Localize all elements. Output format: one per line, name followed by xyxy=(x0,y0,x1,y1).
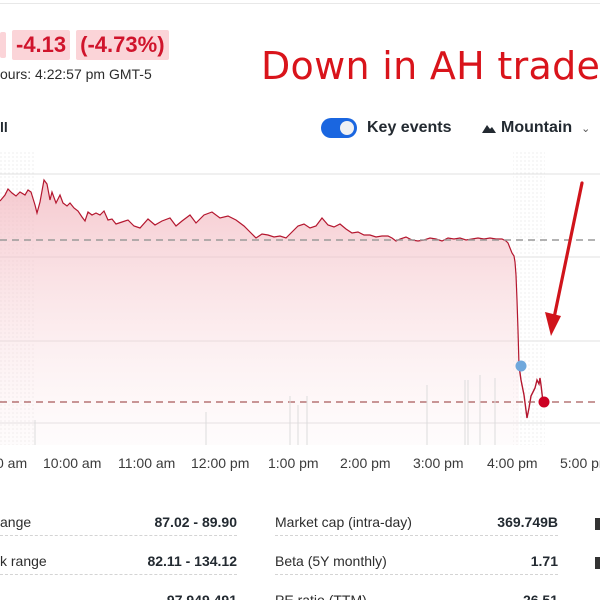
after-hours-line xyxy=(518,365,544,419)
chart-type-select[interactable]: Mountain ⌄ xyxy=(482,119,590,137)
stat-value: 1.71 xyxy=(530,552,558,569)
toggle-knob xyxy=(340,121,354,135)
annotation-arrow-icon xyxy=(545,181,584,336)
x-tick: 10:00 am xyxy=(43,455,102,471)
chart-type-label: Mountain xyxy=(501,119,573,136)
clipped-stat-label xyxy=(595,518,600,530)
mountain-icon xyxy=(482,125,496,133)
key-events-toggle[interactable] xyxy=(321,118,357,138)
price-line xyxy=(0,178,520,367)
x-tick: 1:00 pm xyxy=(268,455,319,471)
x-tick: 3:00 pm xyxy=(413,455,464,471)
key-events-label[interactable]: Key events xyxy=(367,119,452,136)
stat-value: 87.02 - 89.90 xyxy=(154,513,237,530)
x-tick: 0 am xyxy=(0,455,28,471)
chevron-down-icon: ⌄ xyxy=(581,122,591,135)
stat-row-52wk-range: k range 82.11 - 134.12 xyxy=(0,547,237,575)
stat-row-market-cap: Market cap (intra-day) 369.749B xyxy=(275,508,558,536)
x-tick: 11:00 am xyxy=(118,455,176,471)
stat-row-beta: Beta (5Y monthly) 1.71 xyxy=(275,547,558,575)
clipped-stat-label xyxy=(595,557,600,569)
current-price-marker[interactable] xyxy=(538,396,550,408)
x-tick: 5:00 pm xyxy=(560,455,600,471)
stat-label: Market cap (intra-day) xyxy=(275,513,412,530)
price-change-value: -4.13 xyxy=(12,30,71,60)
price-change-percent: (-4.73%) xyxy=(76,30,169,60)
stat-value: 82.11 - 134.12 xyxy=(147,552,237,569)
x-axis-labels: 0 am 10:00 am 11:00 am 12:00 pm 1:00 pm … xyxy=(0,455,600,475)
stat-label: PE ratio (TTM) xyxy=(275,591,367,600)
price-change-group: . -4.13 (-4.73%) xyxy=(0,30,169,60)
stat-label: k range xyxy=(0,552,47,569)
price-partial-chip: . xyxy=(0,32,6,58)
stat-row-day-range: ange 87.02 - 89.90 xyxy=(0,508,237,536)
x-tick: 12:00 pm xyxy=(191,455,250,471)
stat-row-pe-ratio: PE ratio (TTM) 26.51 xyxy=(275,586,558,600)
stat-row-volume: 97,949,491 xyxy=(0,586,237,600)
key-event-ticks xyxy=(34,375,496,445)
stat-value: 369.749B xyxy=(497,513,558,530)
range-tab-all[interactable]: ll xyxy=(0,119,8,135)
price-area xyxy=(0,180,519,445)
stat-label: ange xyxy=(0,513,32,530)
top-divider xyxy=(0,3,600,4)
price-chart[interactable] xyxy=(0,150,600,450)
stat-label: Beta (5Y monthly) xyxy=(275,552,387,569)
stat-value: 26.51 xyxy=(522,591,558,600)
x-tick: 2:00 pm xyxy=(340,455,391,471)
x-tick: 4:00 pm xyxy=(487,455,538,471)
after-hours-timestamp: ours: 4:22:57 pm GMT-5 xyxy=(0,66,152,82)
annotation-text: Down in AH trade xyxy=(261,44,600,88)
close-marker[interactable] xyxy=(515,360,527,372)
stat-value: 97,949,491 xyxy=(166,591,237,600)
